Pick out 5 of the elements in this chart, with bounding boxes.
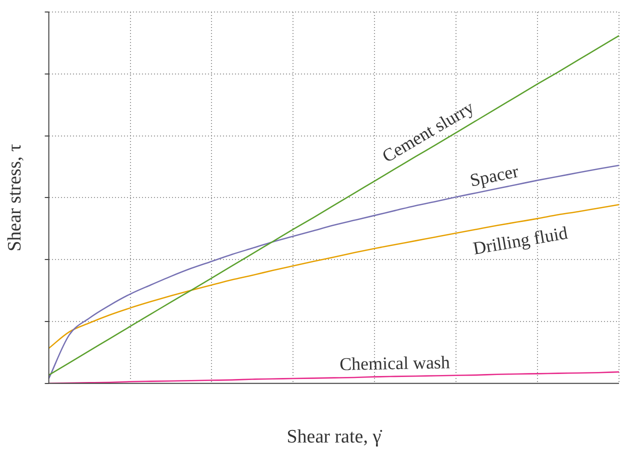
series-label: Chemical wash: [339, 352, 450, 374]
y-axis-title: Shear stress, τ: [4, 144, 26, 252]
x-axis-title: Shear rate, γ̇: [286, 426, 384, 448]
text: Spacer: [468, 160, 520, 190]
text: Drilling fluid: [472, 222, 570, 258]
